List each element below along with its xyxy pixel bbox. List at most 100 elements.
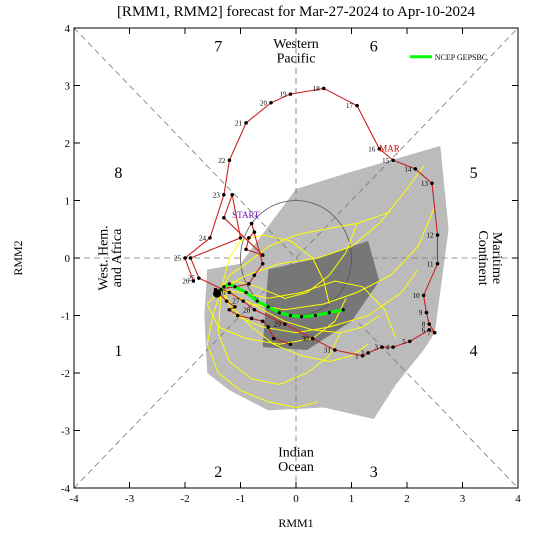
day-label: 15 [382, 157, 390, 165]
observed-point [269, 100, 273, 105]
observed-point [377, 146, 382, 151]
mean-point [227, 282, 231, 286]
start-label: START [232, 210, 260, 220]
mean-point [222, 285, 226, 289]
x-tick-label: 1 [349, 493, 355, 505]
phase-number: 8 [114, 165, 122, 182]
region-label-right: Maritime [489, 232, 504, 284]
observed-point [421, 293, 426, 298]
day-label: 5 [402, 338, 406, 346]
observed-point [432, 330, 437, 335]
observed-point [233, 305, 237, 309]
mean-point [266, 305, 270, 309]
day-label: 9 [419, 309, 423, 317]
y-tick-label: -3 [61, 426, 71, 438]
phase-number: 7 [214, 38, 222, 55]
mean-start-dot [213, 289, 222, 298]
observed-point [333, 348, 337, 352]
day-label: 28 [243, 306, 251, 314]
region-label-bottom: Ocean [278, 460, 314, 475]
member-line [220, 165, 425, 291]
region-label-bottom: Indian [278, 445, 314, 460]
spread-shading [204, 145, 449, 419]
member-line [220, 234, 330, 305]
y-tick-label: -4 [61, 483, 71, 495]
observed-point [355, 103, 359, 108]
y-axis-label: RMM2 [11, 240, 25, 275]
mean-point [299, 315, 304, 319]
day-label: 25 [188, 275, 196, 283]
day-label: 16 [368, 145, 376, 153]
observed-point [183, 256, 187, 260]
observed-point [235, 313, 240, 318]
day-label: 2 [361, 349, 365, 357]
observed-point [260, 319, 265, 324]
x-tick-label: -3 [125, 493, 135, 505]
day-label: 31 [324, 347, 332, 355]
member-line [206, 289, 319, 409]
phase-number: 1 [114, 343, 122, 360]
mean-point [288, 313, 293, 318]
observed-point [197, 276, 201, 280]
observed-point [247, 282, 251, 286]
observed-point [230, 192, 234, 197]
observed-point [238, 236, 243, 240]
mean-point [341, 308, 345, 312]
observed-point [222, 215, 226, 220]
mean-point [327, 311, 331, 315]
observed-point [249, 221, 254, 226]
observed-point [288, 342, 293, 347]
x-tick-label: -4 [69, 493, 79, 505]
mean-point [219, 288, 223, 292]
x-tick-label: -1 [236, 493, 245, 505]
observed-point [224, 299, 229, 303]
observed-point [188, 256, 193, 260]
observed-point [310, 336, 315, 341]
mean-point [277, 311, 281, 315]
region-label-left: West. Hem. [96, 225, 111, 290]
region-label-right: Continent [475, 230, 490, 285]
day-label: 27 [232, 298, 240, 306]
observed-point [427, 328, 432, 332]
x-tick-label: 2 [404, 493, 410, 505]
observed-point [252, 307, 257, 312]
region-label-top: Western [273, 37, 319, 52]
day-label: 23 [213, 191, 221, 199]
member-line [206, 289, 347, 345]
inner-spread [262, 240, 380, 350]
observed-point [227, 290, 232, 295]
day-label: 29 [274, 321, 282, 329]
y-tick-label: 0 [65, 253, 71, 265]
day-label: 3 [375, 344, 379, 352]
diagonal-line [73, 27, 519, 489]
day-label: 26 [218, 289, 226, 297]
phase-number: 3 [370, 464, 378, 481]
observed-point [391, 158, 395, 163]
observed-point [407, 339, 412, 344]
day-label: 4 [386, 344, 390, 352]
observed-point [424, 310, 429, 315]
observed-point [266, 325, 271, 329]
observed-point [222, 192, 226, 197]
observed-point [244, 121, 248, 125]
day-label: 10 [413, 292, 421, 300]
x-tick-label: 4 [515, 493, 521, 505]
observed-point [260, 261, 265, 266]
member-line [220, 206, 436, 311]
diagonal-line [73, 27, 519, 489]
mean-point [244, 290, 248, 295]
member-line [220, 289, 369, 363]
mean-point [255, 299, 259, 303]
day-label: 7 [427, 329, 431, 337]
member-line [220, 269, 419, 334]
ensemble-mean [213, 282, 345, 319]
day-label: 19 [279, 91, 287, 99]
y-tick-label: 3 [65, 81, 71, 93]
observed-point [191, 279, 196, 283]
observed-point [435, 261, 440, 266]
observed-point [252, 273, 257, 278]
day-label: 6 [422, 326, 426, 334]
observed-point [321, 86, 326, 91]
